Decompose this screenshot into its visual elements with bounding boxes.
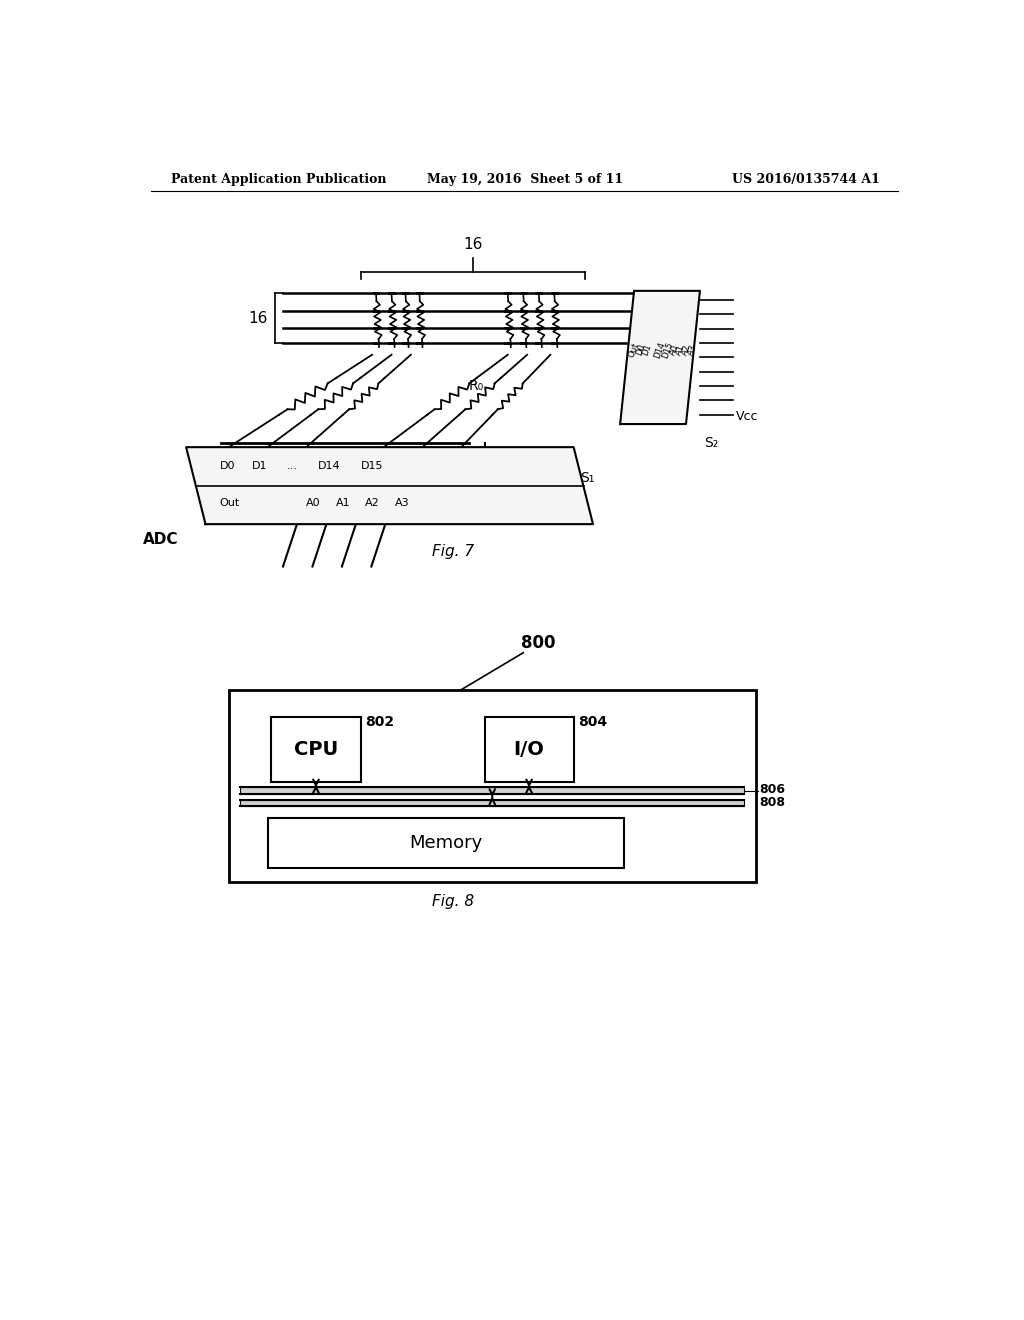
Text: D0: D0 — [635, 343, 647, 356]
Text: ...: ... — [287, 462, 298, 471]
FancyBboxPatch shape — [228, 689, 756, 882]
Text: May 19, 2016  Sheet 5 of 11: May 19, 2016 Sheet 5 of 11 — [427, 173, 623, 186]
FancyBboxPatch shape — [241, 800, 744, 807]
Text: A3: A3 — [394, 498, 410, 508]
Text: D1: D1 — [252, 462, 267, 471]
Text: CPU: CPU — [294, 741, 338, 759]
Text: D15: D15 — [360, 462, 383, 471]
Text: US 2016/0135744 A1: US 2016/0135744 A1 — [732, 173, 880, 186]
Text: Memory: Memory — [410, 834, 482, 853]
Text: A3: A3 — [687, 343, 699, 356]
Text: I/O: I/O — [514, 741, 545, 759]
FancyBboxPatch shape — [267, 818, 624, 869]
Text: Fig. 8: Fig. 8 — [432, 894, 474, 909]
Polygon shape — [621, 290, 700, 424]
Text: 802: 802 — [366, 715, 394, 729]
Text: Patent Application Publication: Patent Application Publication — [171, 173, 386, 186]
Text: D0: D0 — [219, 462, 234, 471]
Text: S₁: S₁ — [580, 471, 594, 484]
Text: ADC: ADC — [143, 532, 178, 546]
Text: D14: D14 — [317, 462, 341, 471]
Text: Fig. 7: Fig. 7 — [432, 544, 474, 558]
Text: Out: Out — [219, 498, 240, 508]
Text: D1: D1 — [641, 343, 653, 356]
Text: A2: A2 — [366, 498, 380, 508]
Text: 806: 806 — [760, 783, 785, 796]
FancyBboxPatch shape — [484, 717, 573, 781]
Text: D15: D15 — [662, 341, 675, 359]
Text: R₀: R₀ — [469, 379, 484, 392]
Text: 16: 16 — [463, 238, 482, 252]
Text: 800: 800 — [521, 635, 556, 652]
Text: 808: 808 — [760, 796, 785, 809]
Text: 16: 16 — [248, 310, 267, 326]
Text: A1: A1 — [336, 498, 350, 508]
Text: ...: ... — [648, 345, 659, 355]
Text: 804: 804 — [579, 715, 607, 729]
Text: Out: Out — [628, 341, 641, 359]
Polygon shape — [186, 447, 593, 524]
Text: Vcc: Vcc — [736, 409, 759, 422]
Text: A0: A0 — [306, 498, 321, 508]
Text: S₂: S₂ — [703, 436, 718, 450]
FancyBboxPatch shape — [241, 788, 744, 793]
FancyBboxPatch shape — [271, 717, 360, 781]
Text: A2: A2 — [681, 343, 693, 356]
Text: D14: D14 — [652, 341, 667, 359]
Text: A1: A1 — [675, 343, 687, 356]
Text: A0: A0 — [669, 343, 681, 356]
